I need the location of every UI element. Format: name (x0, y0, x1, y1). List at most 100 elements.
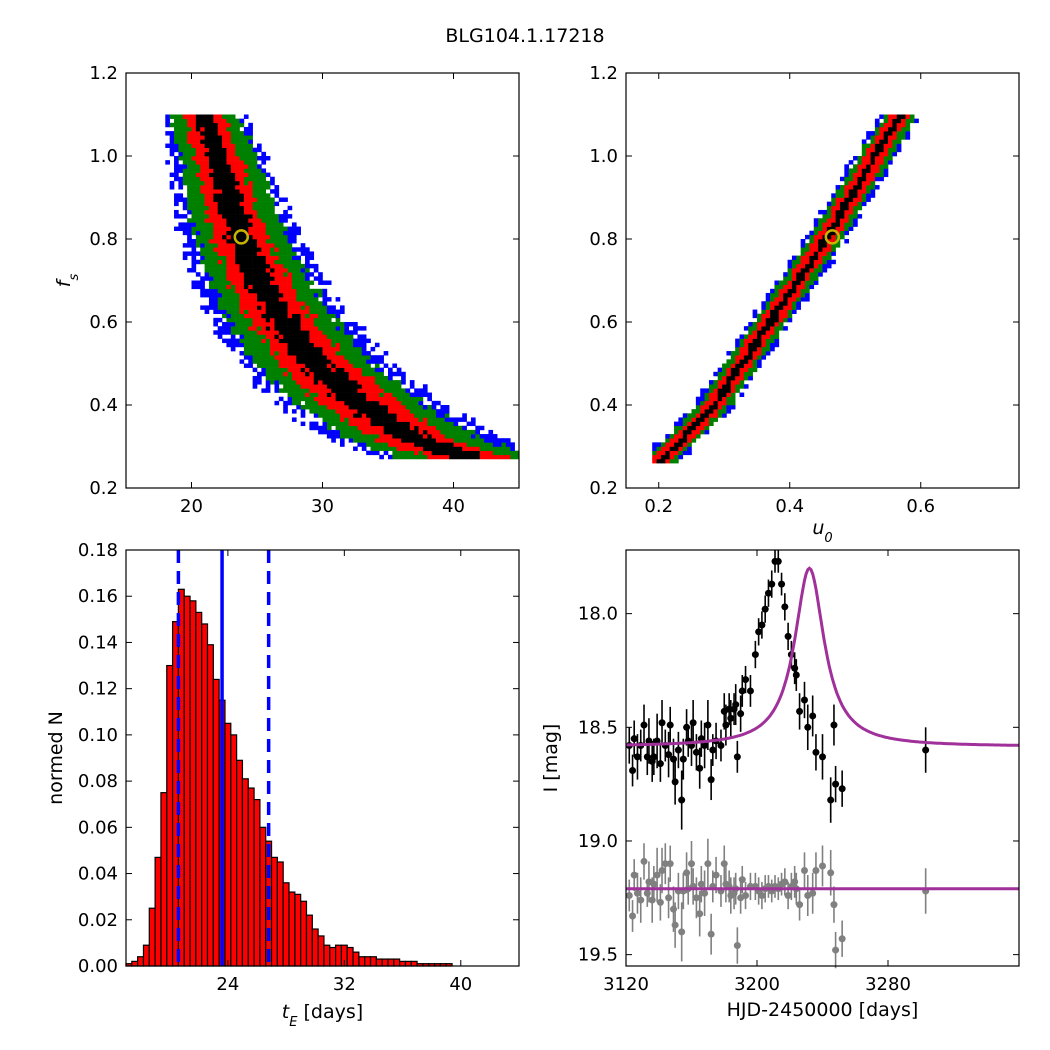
posterior-cell (208, 268, 214, 273)
posterior-cell (805, 297, 810, 302)
posterior-cell (248, 292, 253, 298)
posterior-cell (853, 172, 858, 178)
posterior-cell (405, 421, 411, 427)
posterior-cell (796, 288, 801, 294)
posterior-cell (230, 189, 236, 194)
histogram-bar (142, 944, 150, 967)
posterior-cell (322, 313, 328, 319)
posterior-cell (778, 280, 784, 285)
posterior-cell (361, 425, 367, 431)
posterior-cell (765, 309, 771, 314)
posterior-cell (326, 367, 332, 373)
posterior-cell (309, 292, 315, 298)
posterior-cell (835, 189, 841, 194)
posterior-cell (182, 251, 188, 256)
posterior-cell (800, 284, 806, 290)
posterior-cell (874, 135, 880, 140)
posterior-cell (204, 272, 210, 277)
posterior-cell (257, 209, 262, 215)
posterior-cell (222, 272, 227, 277)
posterior-cell (783, 292, 788, 298)
posterior-cell (704, 409, 710, 414)
posterior-cell (261, 338, 267, 344)
posterior-cell (187, 222, 192, 227)
posterior-cell (265, 263, 271, 269)
posterior-cell (669, 446, 675, 451)
posterior-cell (348, 330, 354, 335)
posterior-cell (230, 251, 236, 256)
posterior-cell (326, 351, 332, 356)
posterior-cell (243, 280, 249, 285)
posterior-cell (326, 309, 332, 314)
posterior-cell (291, 409, 297, 414)
posterior-cell (195, 251, 201, 256)
posterior-cell (222, 268, 227, 273)
posterior-cell (313, 326, 319, 331)
x-tick-label: 0.6 (906, 496, 935, 517)
residual-point (637, 896, 645, 904)
posterior-cell (270, 176, 275, 182)
posterior-cell (287, 288, 293, 294)
posterior-cell (318, 276, 323, 281)
posterior-cell (309, 388, 315, 393)
posterior-cell (270, 326, 275, 331)
posterior-cell (848, 201, 854, 207)
posterior-cell (195, 118, 201, 124)
posterior-cell (182, 172, 188, 178)
posterior-cell (374, 363, 380, 368)
posterior-cell (213, 114, 218, 119)
posterior-cell (204, 222, 210, 227)
posterior-cell (187, 230, 192, 236)
posterior-cell (283, 351, 288, 356)
posterior-cell (652, 442, 657, 447)
posterior-cell (326, 363, 332, 368)
posterior-cell (313, 276, 319, 281)
posterior-cell (357, 388, 363, 393)
posterior-cell (335, 434, 341, 439)
posterior-cell (453, 454, 459, 460)
posterior-cell (187, 197, 192, 202)
residual-point (707, 930, 715, 938)
posterior-cell (392, 454, 398, 460)
posterior-cell (252, 375, 258, 381)
posterior-cell (178, 214, 184, 219)
posterior-cell (682, 421, 688, 427)
posterior-cell (353, 375, 358, 381)
posterior-cell (222, 147, 227, 153)
posterior-cell (335, 346, 341, 352)
posterior-cell (866, 172, 871, 178)
posterior-cell (226, 305, 232, 310)
posterior-cell (248, 218, 253, 223)
posterior-cell (248, 126, 253, 132)
posterior-cell (309, 363, 315, 368)
posterior-cell (182, 139, 188, 144)
posterior-cell (191, 222, 197, 227)
posterior-cell (239, 151, 245, 157)
posterior-cell (230, 197, 236, 202)
posterior-cell (674, 442, 679, 447)
posterior-cell (409, 417, 415, 422)
posterior-cell (357, 413, 363, 418)
posterior-cell (278, 363, 284, 368)
posterior-cell (296, 338, 301, 344)
posterior-cell (800, 276, 806, 281)
posterior-cell (296, 330, 301, 335)
posterior-cell (322, 371, 328, 377)
posterior-cell (226, 185, 232, 190)
posterior-cell (888, 156, 893, 161)
posterior-cell (853, 205, 858, 211)
posterior-cell (748, 346, 753, 352)
posterior-cell (274, 276, 280, 281)
posterior-cell (318, 405, 323, 410)
posterior-cell (678, 438, 684, 443)
posterior-cell (226, 118, 232, 124)
posterior-cell (270, 305, 275, 310)
posterior-cell (305, 313, 310, 319)
posterior-cell (305, 342, 310, 348)
posterior-cell (283, 359, 288, 364)
posterior-cell (213, 118, 218, 124)
posterior-cell (431, 405, 437, 410)
posterior-cell (313, 396, 319, 402)
posterior-cell (217, 239, 223, 244)
posterior-cell (248, 222, 253, 227)
